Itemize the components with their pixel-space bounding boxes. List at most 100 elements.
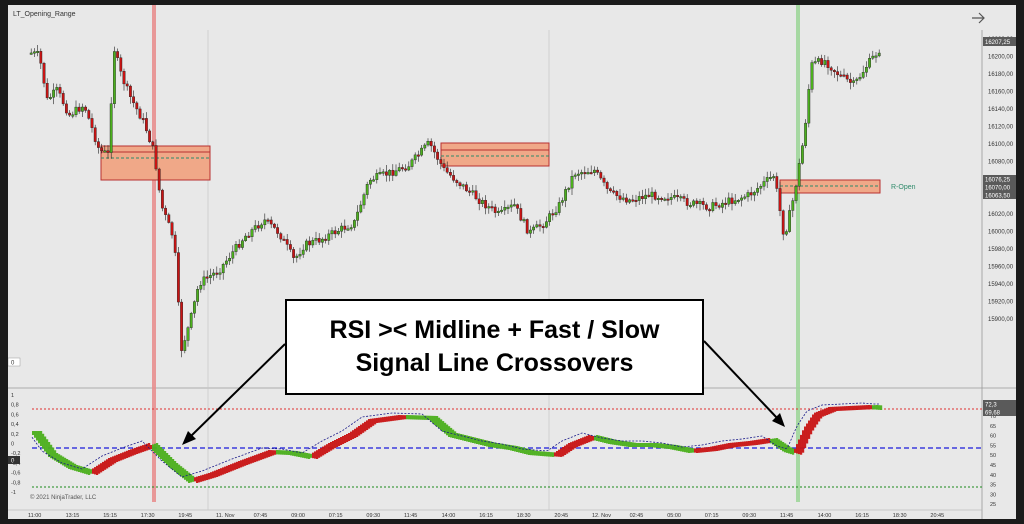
price-tick: 16020,00 [988, 212, 1014, 218]
candle [77, 106, 81, 112]
rsi-band-segment [362, 423, 365, 433]
candle [807, 89, 811, 124]
rsi-band-segment [498, 443, 501, 449]
rsi-band-segment [144, 444, 147, 452]
time-tick: 02:45 [630, 513, 644, 519]
oscillator-left-axis: 1 0,8 0,6 0,4 0,2 0 -0,2 -0,4 -0,6 -0,8 -1 [11, 393, 20, 496]
rsi-band-segment [446, 424, 449, 436]
rsi-band-segment [352, 430, 355, 439]
rsi-band-segment [652, 443, 655, 448]
rsi-band-segment [858, 405, 861, 410]
arrow-right-icon[interactable] [972, 12, 985, 24]
rsi-band-segment [462, 434, 465, 441]
svg-text:16076,25: 16076,25 [985, 178, 1011, 184]
rsi-band-segment [738, 442, 741, 447]
osc-left-tick: 0,2 [11, 432, 19, 438]
rsi-band-segment [592, 436, 595, 441]
candle [788, 210, 792, 232]
rsi-band-segment [746, 441, 749, 446]
candle [743, 196, 747, 199]
candle [516, 204, 519, 209]
candle [609, 188, 612, 192]
svg-text:16070,00: 16070,00 [985, 186, 1011, 192]
rsi-band-segment [246, 458, 249, 465]
candle [855, 78, 859, 81]
candle [356, 211, 359, 221]
candle [849, 78, 852, 83]
rsi-band-segment [404, 415, 407, 420]
rsi-band-segment [588, 435, 591, 443]
candle [503, 207, 507, 211]
rsi-band-segment [846, 406, 849, 411]
rsi-band-segment [694, 448, 697, 453]
candle [84, 106, 88, 111]
oscillator-right-axis: 70 65 60 55 50 45 40 35 30 25 [990, 414, 996, 508]
osc-right-tick: 50 [990, 453, 996, 459]
rsi-band-segment [270, 450, 273, 457]
rsi-band-segment [558, 449, 561, 457]
candle [276, 227, 279, 234]
price-candles [29, 44, 881, 358]
rsi-band-segment [480, 439, 483, 445]
candle [301, 249, 305, 255]
rsi-band-segment [448, 426, 451, 437]
rsi-band-segment [782, 442, 785, 452]
candle [759, 186, 763, 189]
rsi-band-segment [318, 449, 321, 458]
rsi-band-segment [116, 454, 119, 462]
candle [593, 169, 596, 173]
rsi-value-tag: 72,3 69,68 [983, 400, 1016, 417]
rsi-band-segment [740, 441, 743, 447]
rsi-band-segment [150, 445, 153, 450]
rsi-band-segment [576, 439, 579, 447]
candle [442, 163, 446, 168]
candle [144, 118, 148, 132]
rsi-band-segment [320, 447, 323, 457]
rsi-band-segment [684, 446, 687, 453]
candle [305, 240, 308, 251]
rsi-band-segment [696, 448, 699, 453]
rsi-band-segment [870, 405, 873, 410]
rsi-band-segment [644, 443, 647, 447]
candle [871, 55, 875, 59]
rsi-band-segment [426, 415, 429, 420]
candle [36, 51, 39, 53]
rsi-band-segment [566, 444, 569, 454]
osc-left-tick: -0,6 [11, 471, 20, 477]
rsi-band-segment [460, 434, 463, 440]
candle [538, 224, 542, 227]
rsi-band-segment [818, 411, 821, 422]
rsi-band-segment [338, 438, 341, 446]
rsi-band-segment [820, 410, 823, 419]
rsi-band-segment [646, 443, 649, 447]
osc-right-tick: 70 [990, 414, 996, 420]
rsi-band-segment [92, 468, 95, 474]
rsi-band-segment [636, 443, 639, 447]
rsi-band-segment [526, 448, 529, 455]
rsi-band-segment [420, 415, 423, 420]
candle [231, 251, 235, 259]
rsi-band-segment [770, 438, 773, 444]
rsi-band-segment [600, 436, 603, 442]
osc-left-tick: -1 [11, 490, 16, 496]
rsi-band-segment [610, 438, 613, 445]
candle [506, 206, 510, 209]
rsi-band-segment [672, 444, 675, 450]
candle [253, 225, 257, 230]
rsi-band-segment [804, 426, 807, 449]
rsi-band-segment [726, 443, 729, 449]
candle [449, 172, 452, 176]
candle [122, 71, 126, 85]
candle [343, 225, 347, 230]
rsi-band-segment [578, 439, 581, 447]
candle [471, 190, 475, 193]
time-tick: 09:30 [366, 513, 380, 519]
price-tick: 16100,00 [988, 142, 1014, 148]
candle [87, 110, 91, 119]
candle [589, 172, 593, 175]
candle [279, 233, 283, 240]
rsi-band-segment [736, 442, 739, 447]
candle [877, 52, 881, 57]
rsi-band-segment [456, 433, 459, 439]
rsi-band-segment [152, 444, 155, 451]
